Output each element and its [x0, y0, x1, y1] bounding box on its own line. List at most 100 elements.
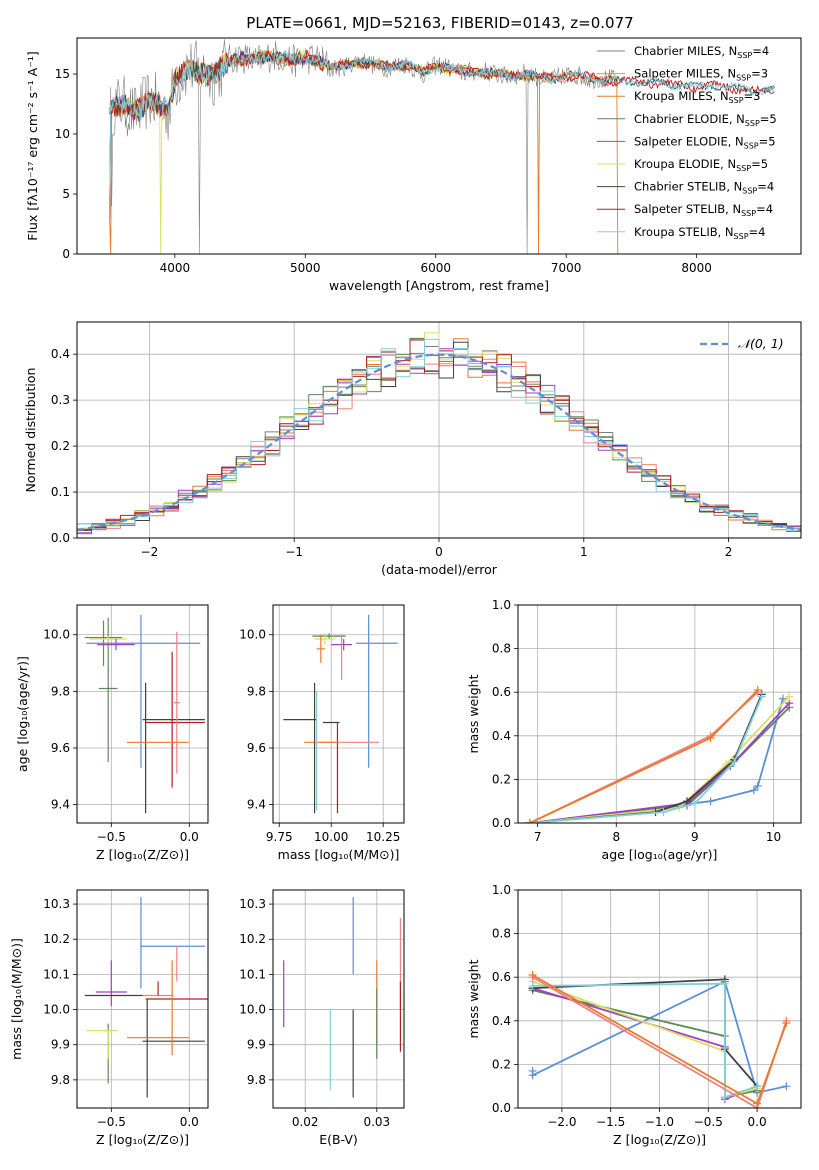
z-vs-age-panel: −0.5 0.0 9.4 9.6 9.8 10.0 Z [log₁₀(Z/Z⊙)] age […	[15, 604, 209, 862]
z-mass-weight-panel: −2.0 −1.5 −1.0 −0.5 0.0 0.0 0.2 0.4 0.6 0.8 1.0 Z […	[466, 883, 802, 1147]
y-tick-label: 9.9	[51, 1038, 70, 1052]
y-tick-label: 9.8	[247, 684, 266, 698]
mass-weight-series	[525, 688, 762, 823]
y-tick-label: 9.8	[51, 684, 70, 698]
ebv-vs-mass-frame	[272, 889, 405, 1109]
x-tick-label: 4000	[160, 261, 191, 275]
x-axis-label: age [log₁₀(age/yr)]	[602, 847, 718, 862]
mass-weight-marker	[753, 686, 762, 695]
age-mass-weight-plot-area	[525, 686, 794, 823]
errorbar-point	[314, 633, 336, 645]
legend-entry: Kroupa ELODIE, NSSP=5	[634, 157, 768, 173]
y-tick-label: 1.0	[492, 598, 511, 612]
x-tick-label: −1.5	[596, 1115, 625, 1129]
spectrum-series-line	[109, 50, 775, 219]
x-tick-label: 9	[691, 830, 699, 844]
figure-title: PLATE=0661, MJD=52163, FIBERID=0143, z=0…	[246, 14, 633, 32]
mass-vs-age-frame	[272, 604, 405, 824]
z-vs-mass-plot-area	[84, 897, 208, 1098]
mass-weight-line	[532, 978, 758, 1087]
legend-entry: Salpeter ELODIE, NSSP=5	[634, 134, 776, 150]
y-tick-label: 10.0	[43, 628, 70, 642]
y-tick-label: 10.0	[43, 1003, 70, 1017]
y-tick-label: 10.0	[239, 628, 266, 642]
mass-vs-age-panel: 9.75 10.00 10.25 9.4 9.6 9.8 10.0 mass [log₁₀(M…	[239, 604, 405, 862]
residuals-plot-area	[77, 332, 801, 535]
mass-weight-marker	[782, 1082, 791, 1091]
y-tick-label: 0.2	[492, 1057, 511, 1071]
legend-entry: Salpeter MILES, NSSP=3	[634, 67, 768, 83]
x-tick-label: 10	[766, 830, 781, 844]
gaussian-curve	[77, 353, 801, 531]
y-tick-label: 0.4	[51, 347, 70, 361]
y-tick-label: 10.1	[43, 967, 70, 981]
age-mass-weight-panel: 7 8 9 10 0.0 0.2 0.4 0.6 0.8 1.0 age [log₁₀(age/yr…	[466, 598, 802, 862]
x-tick-label: 9.75	[266, 830, 293, 844]
y-tick-label: 10.2	[43, 932, 70, 946]
legend-entry: Chabrier ELODIE, NSSP=5	[634, 112, 777, 128]
x-tick-label: 10.25	[366, 830, 400, 844]
ebv-vs-mass-panel: 0.02 0.03 9.8 9.9 10.0 10.1 10.2 10.3 E(B-V)	[239, 889, 405, 1147]
mass-weight-line	[532, 987, 758, 1101]
y-axis-label: mass weight	[466, 959, 481, 1038]
x-axis-label: Z [log₁₀(Z/Z⊙)]	[96, 847, 189, 862]
y-axis-label: mass weight	[466, 674, 481, 753]
x-tick-label: 0.03	[363, 1115, 390, 1129]
y-tick-label: 1.0	[492, 883, 511, 897]
x-tick-label: 0	[435, 545, 443, 559]
y-tick-label: 10	[55, 127, 70, 141]
x-tick-label: −0.5	[97, 1115, 126, 1129]
y-tick-label: 0.6	[492, 685, 511, 699]
x-tick-label: 0.0	[748, 1115, 767, 1129]
y-tick-label: 9.4	[51, 798, 70, 812]
mass-weight-series	[528, 986, 762, 1102]
x-axis-label: mass [log₁₀(M/M⊙)]	[278, 847, 400, 862]
mass-weight-line	[529, 702, 790, 823]
mass-weight-series	[525, 690, 766, 823]
mass-weight-marker	[525, 819, 534, 823]
mass-weight-marker	[720, 1093, 729, 1102]
mass-weight-marker	[528, 981, 537, 990]
mass-weight-marker	[757, 692, 766, 701]
mass-weight-marker	[659, 808, 668, 817]
age-mass-weight-frame	[517, 604, 802, 824]
y-tick-label: 9.8	[247, 1073, 266, 1087]
errorbar-point	[170, 651, 174, 788]
x-tick-label: 8	[612, 830, 620, 844]
spectrum-plot-area	[109, 39, 775, 254]
y-tick-label: 5	[62, 187, 70, 201]
x-axis-label: Z [log₁₀(Z/Z⊙)]	[96, 1132, 189, 1147]
x-tick-label: 10.00	[314, 830, 348, 844]
legend-entry: Kroupa MILES, NSSP=3	[634, 89, 760, 105]
x-tick-label: 0.0	[180, 830, 199, 844]
y-axis-label: mass [log₁₀(M/M⊙)]	[9, 938, 24, 1060]
mass-weight-series	[525, 703, 794, 823]
x-axis-label: Z [log₁₀(Z/Z⊙)]	[613, 1132, 706, 1147]
z-vs-mass-frame	[76, 889, 209, 1109]
y-axis-label: age [log₁₀(age/yr)]	[15, 656, 30, 772]
ebv-vs-mass-plot-area	[283, 897, 402, 1098]
mass-weight-marker	[683, 797, 692, 806]
x-tick-label: 7000	[551, 261, 582, 275]
mass-weight-line	[529, 696, 763, 823]
legend-entry: Chabrier STELIB, NSSP=4	[634, 180, 774, 196]
y-tick-label: 10.1	[239, 967, 266, 981]
mass-weight-line	[529, 695, 790, 823]
y-tick-label: 10.0	[239, 1003, 266, 1017]
histogram-series	[77, 339, 801, 532]
errorbar-point	[312, 633, 346, 639]
x-tick-label: 2	[725, 545, 733, 559]
x-tick-label: −1	[285, 545, 303, 559]
mass-weight-marker	[528, 971, 537, 980]
errorbar-point	[97, 638, 135, 651]
residuals-frame	[76, 321, 802, 539]
x-tick-label: 1	[580, 545, 588, 559]
z-vs-mass-panel: −0.5 0.0 9.8 9.9 10.0 10.1 10.2 10.3 Z [log₁₀(Z/…	[9, 889, 209, 1147]
y-tick-label: 9.6	[247, 741, 266, 755]
residuals-panel: −2 −1 0 1 2 0.0 0.1 0.2 0.3 0.4 (data-model)/error…	[23, 321, 802, 577]
y-tick-label: 0.6	[492, 970, 511, 984]
x-axis-label: wavelength [Angstrom, rest frame]	[329, 278, 549, 293]
y-tick-label: 0.4	[492, 1014, 511, 1028]
x-tick-label: 6000	[420, 261, 451, 275]
